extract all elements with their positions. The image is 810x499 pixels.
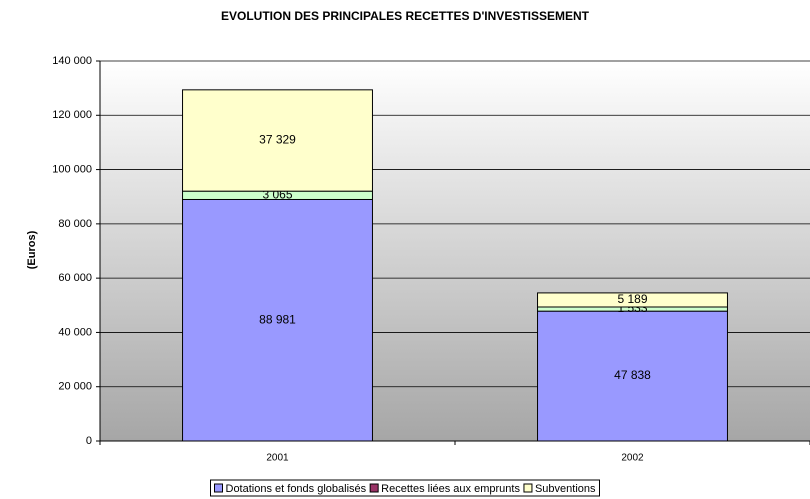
legend-swatch <box>369 483 379 493</box>
legend-label: Recettes liées aux emprunts <box>381 483 520 495</box>
data-label: 47 838 <box>614 368 651 382</box>
legend-swatch <box>523 483 533 493</box>
x-tick-label: 2002 <box>621 453 644 464</box>
y-tick-label: 40 000 <box>58 326 92 338</box>
y-tick-label: 60 000 <box>58 272 92 284</box>
data-label: 5 189 <box>617 292 647 306</box>
legend-label: Dotations et fonds globalisés <box>226 483 367 495</box>
legend-swatch <box>214 483 223 493</box>
x-tick-label: 2001 <box>266 453 289 464</box>
chart-title: EVOLUTION DES PRINCIPALES RECETTES D'INV… <box>221 9 590 23</box>
y-tick-label: 20 000 <box>58 381 92 393</box>
legend-box <box>210 479 600 497</box>
bar-segment <box>537 292 728 308</box>
y-tick-label: 0 <box>86 435 92 447</box>
y-tick-label: 140 000 <box>52 55 92 67</box>
bar-segment <box>182 198 373 442</box>
y-axis-label: (Euros) <box>26 230 38 269</box>
data-label: 88 981 <box>259 312 296 326</box>
bar-segment <box>182 89 373 192</box>
y-tick-label: 120 000 <box>52 109 92 121</box>
y-tick-label: 100 000 <box>52 163 92 175</box>
legend-label: Subventions <box>535 483 596 495</box>
y-tick-label: 80 000 <box>58 218 92 230</box>
data-label: 37 329 <box>259 133 296 147</box>
